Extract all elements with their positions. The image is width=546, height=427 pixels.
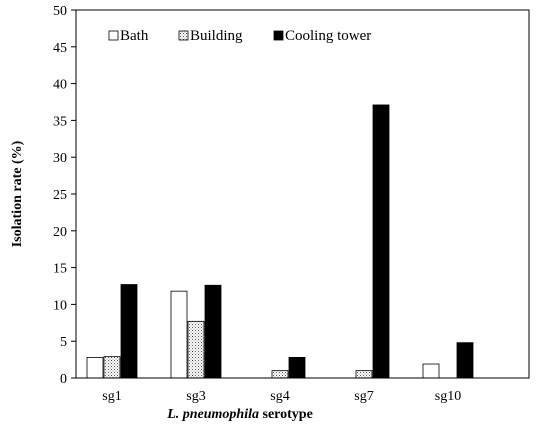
- y-tick-label: 45: [53, 41, 67, 56]
- y-tick-label: 15: [53, 262, 67, 277]
- bar-building-sg3: [187, 320, 205, 379]
- plot-area-frame: [75, 9, 530, 379]
- y-tick-label: 5: [60, 335, 67, 350]
- x-tick-label-sg3: sg3: [186, 389, 205, 404]
- y-tick-label: 35: [53, 114, 67, 129]
- y-tick-label: 40: [53, 78, 67, 93]
- y-tick-label: 50: [53, 4, 67, 19]
- bar-cooling-tower-sg3: [204, 284, 222, 379]
- bar-cooling-tower-sg7: [372, 104, 390, 379]
- x-axis-title-rest: serotype: [259, 407, 313, 422]
- x-tick-label-sg7: sg7: [354, 389, 373, 404]
- y-tick-label: 10: [53, 298, 67, 313]
- x-tick-label-sg4: sg4: [270, 389, 289, 404]
- legend-swatch-building: [178, 30, 189, 41]
- bar-cooling-tower-sg10: [456, 342, 474, 379]
- y-tick-label: 20: [53, 225, 67, 240]
- bar-bath-sg10: [422, 363, 440, 379]
- y-axis-ticks: 0 5 10 15 20 25 30 35 40 45 50: [53, 4, 76, 387]
- y-tick-label: 30: [53, 151, 67, 166]
- bars: [86, 104, 474, 379]
- bar-building-sg7: [355, 370, 373, 379]
- bar-cooling-tower-sg1: [120, 284, 138, 379]
- x-tick-label-sg1: sg1: [102, 389, 121, 404]
- x-axis-ticks: sg1 sg3 sg4 sg7 sg10: [102, 389, 461, 404]
- legend: Bath Building Cooling tower: [108, 28, 371, 44]
- legend-label-bath: Bath: [120, 28, 149, 44]
- legend-swatch-cooling-tower: [273, 30, 284, 41]
- bar-cooling-tower-sg4: [288, 356, 306, 379]
- legend-swatch-bath: [108, 30, 119, 41]
- legend-label-cooling-tower: Cooling tower: [285, 28, 371, 44]
- x-axis-title-italic: L. pneumophila: [166, 407, 259, 422]
- bar-building-sg4: [271, 370, 289, 379]
- y-axis-title: Isolation rate (%): [10, 140, 25, 247]
- y-tick-label: 0: [60, 372, 67, 387]
- legend-label-building: Building: [190, 28, 243, 44]
- bar-bath-sg1: [86, 356, 104, 379]
- y-tick-label: 25: [53, 188, 67, 203]
- x-tick-label-sg10: sg10: [435, 389, 461, 404]
- bar-building-sg1: [103, 356, 121, 379]
- x-axis-title: L. pneumophila serotype: [166, 407, 313, 422]
- bar-bath-sg3: [170, 290, 188, 379]
